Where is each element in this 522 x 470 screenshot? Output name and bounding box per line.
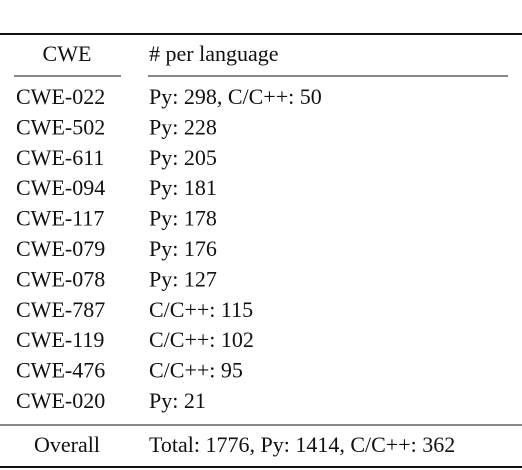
- count-cell: Py: 178: [149, 206, 217, 231]
- cwe-cell: CWE-022: [16, 84, 105, 109]
- cwe-cell: CWE-094: [16, 175, 105, 200]
- count-cell: Py: 176: [149, 236, 217, 261]
- count-cell: Py: 181: [149, 175, 217, 200]
- count-cell: C/C++: 95: [149, 358, 243, 383]
- cwe-cell: CWE-119: [16, 327, 104, 352]
- cwe-cell: CWE-787: [16, 297, 105, 322]
- count-cell: Py: 127: [149, 266, 217, 291]
- cwe-cell: CWE-078: [16, 266, 105, 291]
- count-cell: Py: 298, C/C++: 50: [149, 84, 322, 109]
- cwe-cell: CWE-476: [16, 358, 105, 383]
- count-cell: Py: 205: [149, 145, 217, 170]
- header-cell: # per language: [149, 41, 279, 66]
- footer-cell: Overall: [34, 432, 100, 457]
- footer-cell: Total: 1776, Py: 1414, C/C++: 362: [149, 432, 455, 457]
- count-cell: Py: 228: [149, 114, 217, 139]
- cwe-cell: CWE-117: [16, 206, 104, 231]
- header-cell: CWE: [43, 41, 92, 66]
- cwe-cell: CWE-079: [16, 236, 105, 261]
- count-cell: C/C++: 115: [149, 297, 253, 322]
- cwe-cell: CWE-611: [16, 145, 104, 170]
- count-cell: C/C++: 102: [149, 327, 254, 352]
- cwe-cell: CWE-020: [16, 388, 105, 413]
- cwe-cell: CWE-502: [16, 114, 105, 139]
- count-cell: Py: 21: [149, 388, 206, 413]
